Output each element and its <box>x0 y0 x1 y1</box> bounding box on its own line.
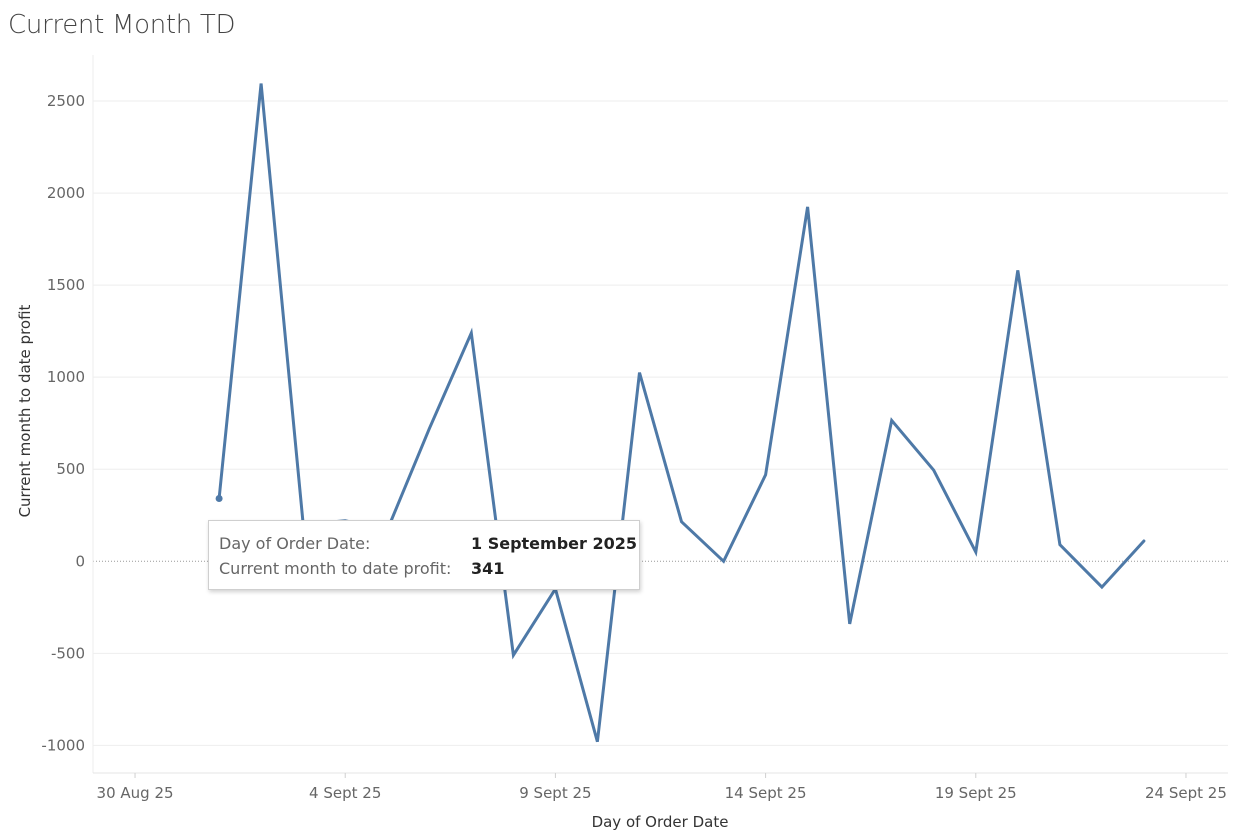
x-tick-label: 24 Sept 25 <box>1145 784 1227 802</box>
y-tick-label: 2500 <box>47 92 85 110</box>
chart-title: Current Month TD <box>8 10 236 40</box>
x-tick-label: 19 Sept 25 <box>935 784 1017 802</box>
y-axis-title: Current month to date profit <box>16 304 34 517</box>
y-tick-label: 500 <box>56 460 85 478</box>
tooltip-date-value: 1 September 2025 <box>471 534 637 553</box>
series-line <box>217 83 1146 743</box>
tooltip-row-profit: Current month to date profit: 341 <box>219 559 504 581</box>
tooltip-date-label: Day of Order Date: <box>219 534 371 553</box>
y-tick-label: 0 <box>75 552 85 570</box>
tooltip-profit-value: 341 <box>471 559 505 578</box>
y-tick-label: 1000 <box>47 368 85 386</box>
x-axis-title: Day of Order Date <box>592 813 729 831</box>
highlighted-point <box>215 495 223 503</box>
y-tick-label: -1000 <box>41 736 85 754</box>
y-tick-label: -500 <box>51 644 85 662</box>
x-tick-label: 9 Sept 25 <box>519 784 591 802</box>
x-tick-label: 30 Aug 25 <box>97 784 174 802</box>
y-tick-label: 1500 <box>47 276 85 294</box>
tooltip: Day of Order Date: 1 September 2025 Curr… <box>208 520 640 590</box>
tooltip-row-date: Day of Order Date: 1 September 2025 <box>219 534 637 556</box>
y-tick-label: 2000 <box>47 184 85 202</box>
x-tick-label: 14 Sept 25 <box>725 784 807 802</box>
tooltip-profit-label: Current month to date profit: <box>219 559 452 578</box>
x-tick-label: 4 Sept 25 <box>309 784 381 802</box>
